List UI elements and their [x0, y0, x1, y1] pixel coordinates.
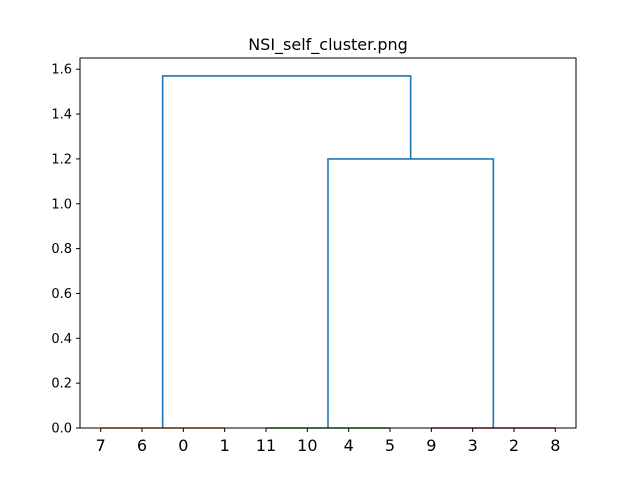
leaf-label: 11: [256, 436, 276, 455]
y-tick-label: 1.0: [51, 197, 72, 212]
leaf-label: 1: [220, 436, 230, 455]
chart-title: NSI_self_cluster.png: [248, 35, 408, 55]
y-tick-label: 0.2: [51, 377, 72, 392]
y-tick-label: 0.4: [51, 332, 72, 347]
x-axis: 7 6 0 1 11 10 4 5 9 3 2 8: [96, 428, 560, 455]
leaf-label: 4: [344, 436, 354, 455]
leaf-label: 5: [385, 436, 395, 455]
y-tick-label: 0.6: [51, 287, 72, 302]
merge-link-root: [161, 75, 412, 428]
plot-frame: [79, 57, 577, 429]
leaf-label: 8: [550, 436, 560, 455]
leaf-label: 9: [426, 436, 436, 455]
leaf-label: 0: [178, 436, 188, 455]
leaf-label: 10: [297, 436, 317, 455]
y-tick-label: 0.0: [51, 422, 72, 437]
leaf-label: 2: [509, 436, 519, 455]
y-tick-label: 1.4: [51, 108, 72, 123]
y-tick-label: 1.2: [51, 152, 72, 167]
y-tick-label: 1.6: [51, 63, 72, 78]
leaf-label: 7: [96, 436, 106, 455]
leaf-label: 6: [137, 436, 147, 455]
y-axis: 0.0 0.2 0.4 0.6 0.8 1.0 1.2 1.4 1.6: [51, 63, 80, 437]
leaf-label: 3: [468, 436, 478, 455]
y-tick-label: 0.8: [51, 242, 72, 257]
